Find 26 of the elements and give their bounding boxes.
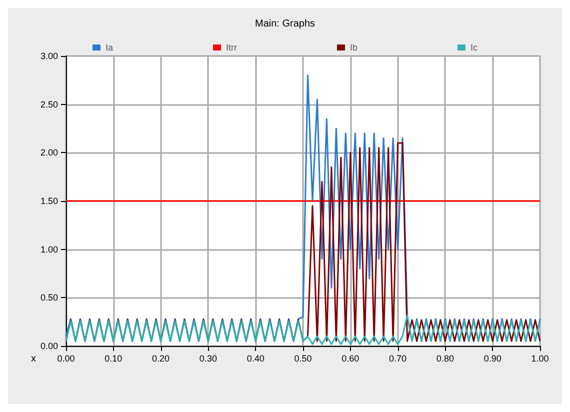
y-tick-label: 2.50 bbox=[40, 99, 58, 110]
x-tick-label: 0.10 bbox=[104, 354, 122, 364]
x-axis-title: x bbox=[31, 354, 36, 364]
y-tick-label: 0.50 bbox=[40, 292, 58, 303]
y-tick-label: 2.00 bbox=[40, 148, 58, 158]
y-tick-label: 3.00 bbox=[40, 51, 58, 61]
x-tick-label: 0.20 bbox=[152, 354, 170, 364]
x-tick-label: 0.70 bbox=[389, 354, 407, 364]
x-tick-label: 0.90 bbox=[484, 354, 502, 364]
x-tick-label: 0.80 bbox=[436, 354, 454, 364]
legend-label: Ib bbox=[350, 42, 358, 52]
legend-label: Ia bbox=[105, 42, 114, 52]
x-tick-label: 0.00 bbox=[57, 354, 75, 364]
x-tick-label: 0.50 bbox=[294, 354, 312, 364]
line-series bbox=[65, 142, 541, 342]
line-series bbox=[65, 74, 541, 342]
y-tick-label: 1.00 bbox=[40, 244, 58, 254]
x-tick-label: 0.30 bbox=[199, 354, 217, 364]
legend-label: Itrr bbox=[226, 42, 237, 52]
x-tick-label: 0.60 bbox=[342, 354, 360, 364]
chart-title: Main: Graphs bbox=[254, 18, 316, 30]
x-tick-label: 1.00 bbox=[531, 354, 549, 364]
legend-label: Ic bbox=[470, 42, 478, 52]
y-tick-label: 0.00 bbox=[40, 341, 58, 351]
x-tick-label: 0.40 bbox=[246, 354, 264, 364]
y-tick-label: 1.50 bbox=[40, 196, 58, 206]
